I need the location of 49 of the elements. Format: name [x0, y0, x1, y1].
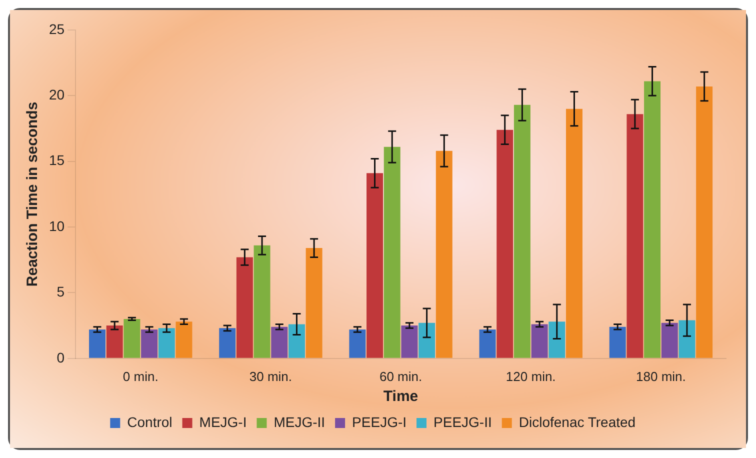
- bar: [548, 322, 566, 358]
- x-tick-label: 30 min.: [249, 368, 292, 384]
- x-axis-title: Time: [383, 388, 418, 406]
- y-tick-label: 5: [56, 284, 65, 300]
- legend-label: MEJG-I: [199, 414, 247, 430]
- legend-label: Diclofenac Treated: [518, 414, 636, 430]
- bar: [141, 330, 158, 358]
- bar: [288, 324, 305, 358]
- bar: [271, 326, 288, 358]
- legend-label: PEEJG-I: [352, 414, 407, 430]
- bar: [401, 326, 418, 358]
- bar: [306, 248, 322, 358]
- bar: [219, 328, 236, 358]
- y-tick-label: 15: [48, 152, 65, 168]
- bar: [254, 245, 270, 358]
- y-tick-label: 0: [56, 349, 65, 366]
- bar: [696, 86, 713, 358]
- legend-label: PEEJG-II: [434, 414, 492, 430]
- y-tick-label: 25: [48, 20, 65, 37]
- y-axis-title: Reaction Time in seconds: [24, 102, 42, 287]
- x-tick-label: 0 min.: [122, 368, 158, 384]
- bar: [106, 326, 123, 358]
- bar: [644, 81, 661, 358]
- bar: [124, 318, 140, 358]
- y-tick-label: 20: [48, 86, 65, 103]
- bar: [661, 322, 678, 358]
- bar: [531, 324, 548, 358]
- bar: [436, 150, 452, 358]
- bar: [566, 108, 582, 358]
- bar: [384, 146, 400, 358]
- bar: [89, 330, 106, 358]
- bar: [626, 114, 644, 358]
- bar: [496, 130, 514, 358]
- bar: [514, 104, 530, 358]
- bar: [236, 257, 253, 358]
- bar: [349, 330, 366, 358]
- x-tick-label: 120 min.: [506, 368, 556, 384]
- bar: [609, 326, 626, 358]
- bar: [418, 322, 436, 358]
- bar: [678, 320, 696, 358]
- bar: [158, 328, 175, 358]
- legend-label: Control: [127, 414, 172, 430]
- bar: [479, 330, 496, 358]
- y-tick-label: 10: [48, 218, 65, 234]
- bar: [176, 322, 192, 358]
- x-tick-label: 60 min.: [379, 368, 422, 384]
- legend-label: MEJG-II: [274, 414, 326, 430]
- x-tick-label: 180 min.: [636, 368, 686, 384]
- bar: [366, 173, 384, 358]
